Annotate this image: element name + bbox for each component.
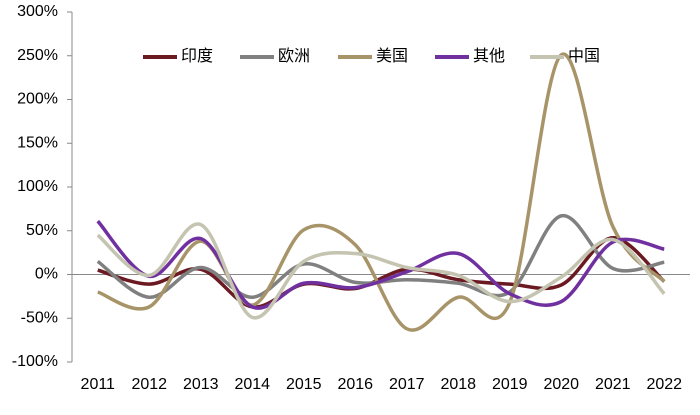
y-tick-label: 200% — [17, 91, 58, 108]
series-line — [96, 219, 665, 310]
x-tick-label: 2015 — [286, 376, 322, 393]
x-tick-label: 2016 — [337, 376, 373, 393]
x-tick-label: 2014 — [234, 376, 270, 393]
y-tick-label: 50% — [26, 222, 58, 239]
x-tick-label: 2019 — [492, 376, 528, 393]
x-tick-label: 2013 — [183, 376, 219, 393]
series-line — [96, 222, 666, 320]
legend-label: 其他 — [473, 47, 505, 65]
y-tick-label: 0% — [35, 266, 58, 283]
x-tick-label: 2018 — [440, 376, 476, 393]
x-tick-label: 2011 — [81, 376, 116, 393]
y-tick-label: 300% — [17, 3, 58, 20]
x-tick-label: 2021 — [595, 376, 631, 393]
legend-label: 欧洲 — [278, 47, 310, 65]
y-tick-label: -100% — [12, 353, 58, 370]
y-tick-label: -50% — [21, 309, 58, 326]
legend-label: 美国 — [376, 47, 408, 65]
series-line — [97, 52, 666, 332]
legend-label: 中国 — [568, 47, 600, 65]
x-tick-label: 2017 — [389, 376, 425, 393]
y-tick-label: 100% — [17, 178, 58, 195]
y-tick-label: 150% — [17, 134, 58, 151]
y-tick-label: 250% — [17, 47, 58, 64]
legend-label: 印度 — [181, 47, 213, 65]
x-tick-label: 2012 — [131, 376, 167, 393]
x-tick-label: 2022 — [646, 376, 682, 393]
x-tick-label: 2020 — [543, 376, 579, 393]
